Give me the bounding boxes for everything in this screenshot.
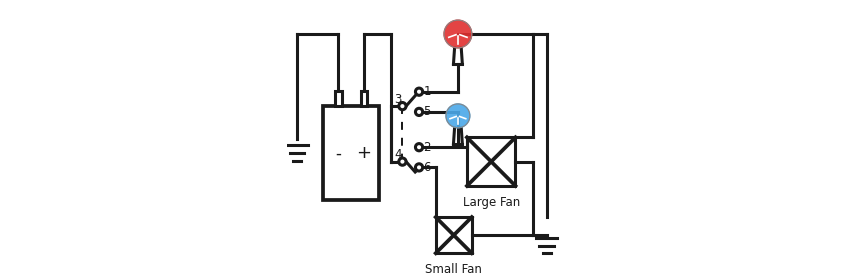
Circle shape — [416, 164, 423, 171]
Bar — [467, 137, 515, 186]
Text: -: - — [336, 144, 342, 162]
Text: 5: 5 — [423, 105, 431, 118]
Text: +: + — [356, 144, 371, 162]
Text: 6: 6 — [423, 161, 431, 174]
Circle shape — [399, 158, 406, 165]
Bar — [335, 91, 342, 106]
Circle shape — [416, 88, 423, 95]
Bar — [435, 217, 472, 253]
Circle shape — [399, 102, 406, 110]
Text: 4: 4 — [394, 148, 401, 161]
Text: 2: 2 — [423, 141, 431, 154]
Circle shape — [444, 20, 472, 48]
Bar — [324, 106, 379, 200]
Circle shape — [416, 108, 423, 116]
Bar — [360, 91, 367, 106]
Text: 1: 1 — [423, 85, 431, 98]
Circle shape — [416, 144, 423, 151]
Text: Large Fan: Large Fan — [463, 197, 520, 209]
Circle shape — [446, 104, 469, 128]
Text: 3: 3 — [394, 93, 401, 106]
Text: Small Fan: Small Fan — [425, 263, 482, 276]
